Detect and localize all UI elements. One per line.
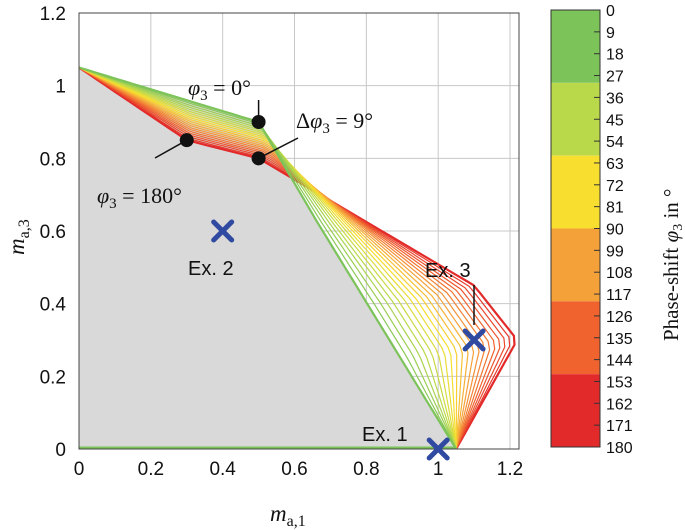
x-tick-label: 0.8 — [353, 459, 379, 480]
ex1-label: Ex. 1 — [362, 424, 408, 446]
colorbar-tick-label: 180 — [606, 440, 633, 457]
example-marker-1 — [426, 437, 450, 461]
annotations: φ3 = 0° φ3 = 180° Δφ3 = 9° — [97, 75, 475, 325]
dphi-leader-line — [258, 137, 299, 159]
example-marker-2 — [211, 219, 235, 243]
phase-curve-171 — [79, 66, 511, 449]
phase-curve-117 — [79, 66, 480, 449]
colorbar-tick-label: 36 — [606, 90, 624, 107]
y-tick-labels: 0 0.2 0.4 0.6 0.8 1 1.2 — [40, 4, 67, 461]
x-tick-label: 0.2 — [138, 459, 164, 480]
phase-curve-45 — [79, 66, 457, 449]
phase-curve-90 — [79, 66, 464, 449]
phase-curve-54 — [79, 66, 457, 449]
y-tick-label: 1 — [55, 77, 66, 98]
phi180-label: φ3 = 180° — [97, 183, 182, 212]
colorbar-tick-label: 135 — [606, 331, 633, 348]
colorbar-tick-label: 90 — [606, 222, 624, 239]
phi0-label: φ3 = 0° — [188, 75, 251, 104]
y-tick-label: 0.6 — [40, 222, 66, 243]
feasible-region — [79, 67, 457, 449]
x-tick-labels: 0 0.2 0.4 0.6 0.8 1 1.2 — [74, 459, 524, 480]
colorbar-tick-label: 144 — [606, 353, 633, 370]
phase-curve-36 — [79, 66, 457, 449]
phase-curve-108 — [79, 66, 475, 449]
x-tick-label: 0.4 — [209, 459, 236, 480]
colorbar-tick-label: 27 — [606, 69, 624, 86]
colorbar-tick-label: 171 — [606, 418, 633, 435]
colorbar-tick-label: 54 — [606, 134, 624, 151]
colorbar-tick-label: 81 — [606, 200, 624, 217]
colorbar-tick-label: 117 — [606, 287, 632, 304]
x-tick-label: 1 — [433, 459, 444, 480]
x-tick-label: 0 — [74, 459, 85, 480]
colorbar-band — [551, 155, 600, 229]
dphi-dot — [251, 151, 266, 166]
colorbar-tick-label: 9 — [606, 25, 615, 42]
colorbar-band — [551, 301, 600, 375]
ex2-label: Ex. 2 — [188, 258, 234, 280]
colorbar-tick-label: 126 — [606, 309, 633, 326]
colorbar-tick-label: 153 — [606, 374, 633, 391]
phase-curve-135 — [79, 66, 491, 449]
marker-stroke — [426, 437, 450, 461]
phase-curve-9 — [79, 66, 457, 449]
phase-curve-81 — [79, 66, 458, 449]
dphi-label: Δφ3 = 9° — [296, 108, 373, 137]
marker-stroke — [211, 219, 235, 243]
phi180-dot — [179, 133, 194, 148]
colorbar-band — [551, 228, 600, 302]
x-tick-label: 0.6 — [281, 459, 307, 480]
colorbar-tick-label: 0 — [606, 3, 615, 20]
phase-curve-162 — [79, 66, 506, 449]
plot-area-frame — [78, 12, 520, 450]
y-tick-label: 0.8 — [40, 149, 66, 170]
x-tick-label: 1.2 — [497, 459, 523, 480]
phase-curve-18 — [79, 66, 457, 449]
colorbar-tick-label: 108 — [606, 265, 633, 282]
phase-curve-126 — [79, 66, 485, 449]
example-markers — [211, 219, 486, 461]
colorbar-tick-label: 99 — [606, 243, 624, 260]
y-tick-label: 1.2 — [40, 4, 66, 25]
colorbar-band — [551, 82, 600, 156]
phase-curve-63 — [79, 66, 457, 449]
colorbar-label: Phase-shift φ3 in ° — [659, 189, 685, 341]
phase-curve-153 — [79, 66, 501, 449]
y-tick-label: 0.2 — [40, 367, 66, 388]
example-marker-3 — [462, 328, 486, 352]
y-tick-label: 0.4 — [40, 295, 67, 316]
marker-stroke — [462, 328, 486, 352]
colorbar-tick-label: 72 — [606, 178, 624, 195]
phase-curve-0 — [79, 66, 458, 449]
y-axis-label: ma,3 — [4, 219, 33, 255]
x-axis-label: ma,1 — [270, 501, 306, 530]
colorbar-band — [551, 374, 600, 447]
phase-curve-99 — [79, 66, 469, 449]
colorbar-tick-label: 63 — [606, 156, 624, 173]
colorbar-tick-label: 18 — [606, 47, 624, 64]
phi0-dot — [251, 115, 266, 129]
colorbar-tick-label: 45 — [606, 112, 624, 129]
phase-curve-144 — [79, 66, 496, 449]
ex3-label: Ex. 3 — [425, 260, 471, 282]
y-tick-label: 0 — [55, 440, 66, 461]
colorbar-tick-labels: 0 9 18 27 36 45 54 63 72 81 90 99 108 117 126 135 144 153… — [594, 3, 633, 457]
colorbar-band — [551, 10, 600, 83]
colorbar-tick-label: 162 — [606, 396, 633, 413]
colorbar — [550, 9, 601, 448]
phase-curve-72 — [79, 66, 457, 449]
phase-curve-27 — [79, 66, 457, 449]
phase-curve-family — [79, 66, 516, 449]
